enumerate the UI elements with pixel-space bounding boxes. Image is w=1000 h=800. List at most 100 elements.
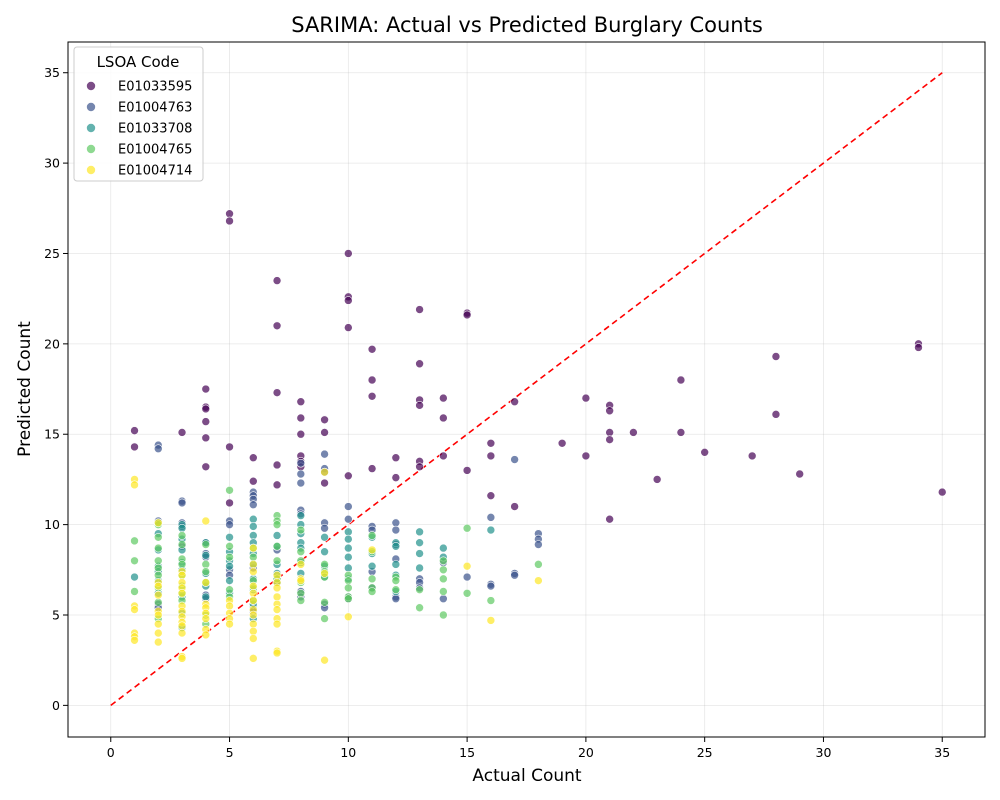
legend-marker xyxy=(86,102,96,112)
data-point xyxy=(225,485,234,495)
data-point xyxy=(272,480,282,490)
data-point xyxy=(177,628,187,638)
data-point xyxy=(296,589,306,598)
data-point xyxy=(249,522,258,531)
data-point xyxy=(344,543,353,553)
data-point xyxy=(367,375,377,385)
y-tick-label: 5 xyxy=(52,607,60,622)
data-point xyxy=(771,410,781,419)
data-point xyxy=(153,610,163,620)
data-point xyxy=(225,542,234,551)
data-point xyxy=(367,561,377,571)
data-point xyxy=(225,209,234,219)
data-point xyxy=(153,518,163,528)
data-point xyxy=(130,635,139,645)
x-axis-label: Actual Count xyxy=(472,766,581,786)
data-point xyxy=(629,428,638,437)
data-point xyxy=(510,397,519,407)
data-point xyxy=(344,552,353,562)
data-point xyxy=(153,570,163,580)
data-point xyxy=(439,393,448,403)
data-point xyxy=(700,448,709,457)
data-point xyxy=(391,473,401,482)
data-point xyxy=(296,413,306,423)
data-point xyxy=(914,343,923,352)
legend-marker xyxy=(86,123,96,133)
data-point xyxy=(249,500,258,510)
data-point xyxy=(415,603,424,613)
data-point xyxy=(201,630,211,640)
y-tick-label: 15 xyxy=(44,427,60,442)
legend-label: E01004763 xyxy=(118,101,192,116)
data-point xyxy=(249,560,258,569)
data-point xyxy=(344,563,353,573)
data-point xyxy=(320,478,329,488)
data-point xyxy=(534,540,543,549)
data-point xyxy=(225,498,234,508)
data-point xyxy=(130,442,139,452)
data-point xyxy=(367,464,377,473)
data-point xyxy=(605,428,614,437)
data-point xyxy=(652,475,662,484)
y-axis-ticks: 0 5 10 15 20 25 30 35 xyxy=(44,65,68,713)
data-point xyxy=(249,596,258,605)
data-point xyxy=(225,532,234,542)
x-tick-label: 10 xyxy=(340,745,356,760)
data-point xyxy=(296,511,306,520)
data-point xyxy=(153,598,163,607)
data-point xyxy=(177,523,187,533)
data-point xyxy=(153,532,163,542)
data-point xyxy=(272,556,282,566)
data-point xyxy=(486,491,496,500)
data-point xyxy=(344,471,353,481)
data-point xyxy=(201,567,211,576)
data-point xyxy=(249,543,258,553)
data-point xyxy=(201,560,211,569)
data-points xyxy=(130,209,947,665)
data-point xyxy=(391,525,401,535)
data-point xyxy=(320,569,329,578)
data-point xyxy=(201,578,211,587)
series-E01033595 xyxy=(130,209,947,524)
data-point xyxy=(344,296,353,305)
data-point xyxy=(344,249,353,258)
data-point xyxy=(391,576,401,585)
data-point xyxy=(153,563,163,573)
data-point xyxy=(249,531,258,540)
data-point xyxy=(296,458,306,468)
data-point xyxy=(201,433,211,443)
data-point xyxy=(130,480,139,490)
data-point xyxy=(272,388,282,397)
legend-marker xyxy=(86,165,96,175)
data-point xyxy=(534,560,543,569)
data-point xyxy=(344,583,353,593)
data-point xyxy=(272,592,282,602)
data-point xyxy=(581,451,591,461)
data-point xyxy=(439,413,448,423)
data-point xyxy=(296,576,306,585)
data-point xyxy=(676,428,686,437)
data-point xyxy=(296,469,306,479)
data-point xyxy=(439,587,448,596)
data-point xyxy=(391,594,401,604)
data-point xyxy=(225,216,234,226)
legend-label: E01033595 xyxy=(118,80,192,95)
data-point xyxy=(344,612,353,622)
x-axis-ticks: 0 5 10 15 20 25 30 35 xyxy=(107,737,950,760)
plot-frame xyxy=(67,41,986,738)
data-point xyxy=(177,531,187,540)
data-point xyxy=(439,610,448,620)
data-point xyxy=(605,514,614,524)
data-point xyxy=(177,560,187,569)
data-point xyxy=(320,523,329,533)
data-point xyxy=(153,590,163,600)
x-tick-label: 35 xyxy=(934,745,950,760)
data-point xyxy=(130,572,139,582)
data-point xyxy=(415,585,424,594)
x-tick-label: 30 xyxy=(816,745,832,760)
data-point xyxy=(344,594,353,604)
y-axis-label: Predicted Count xyxy=(15,321,35,457)
data-point xyxy=(201,516,211,526)
data-point xyxy=(177,498,187,508)
data-point xyxy=(249,476,258,486)
